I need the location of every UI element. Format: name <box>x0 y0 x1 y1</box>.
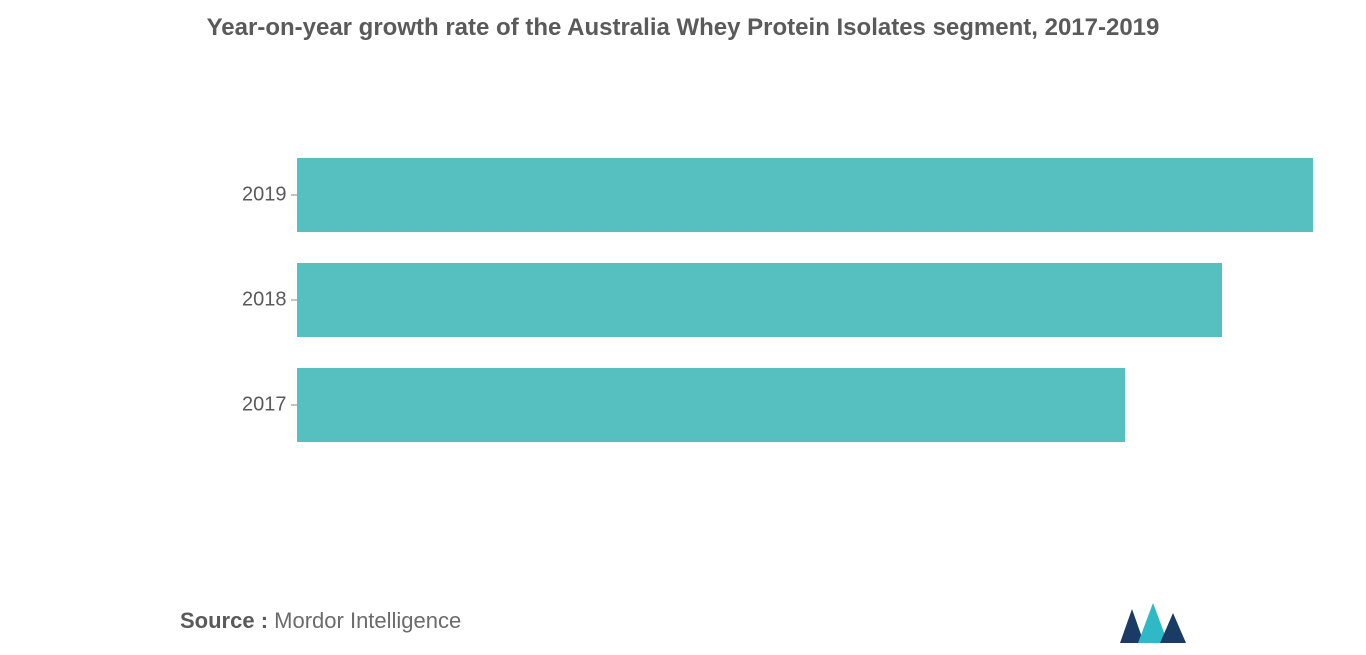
y-axis-label: 2019 <box>242 184 287 207</box>
bar-2018 <box>297 263 1222 337</box>
source-prefix: Source : <box>180 608 268 633</box>
chart-title: Year-on-year growth rate of the Australi… <box>0 14 1366 42</box>
y-axis-label: 2017 <box>242 394 287 417</box>
chart-plot-area <box>297 60 1313 540</box>
bar-2019 <box>297 158 1313 232</box>
source-attribution: Source : Mordor Intelligence <box>180 608 461 634</box>
mordor-logo-icon <box>1120 603 1186 643</box>
bar-2017 <box>297 368 1125 442</box>
y-axis-label: 2018 <box>242 289 287 312</box>
source-name: Mordor Intelligence <box>274 608 461 633</box>
